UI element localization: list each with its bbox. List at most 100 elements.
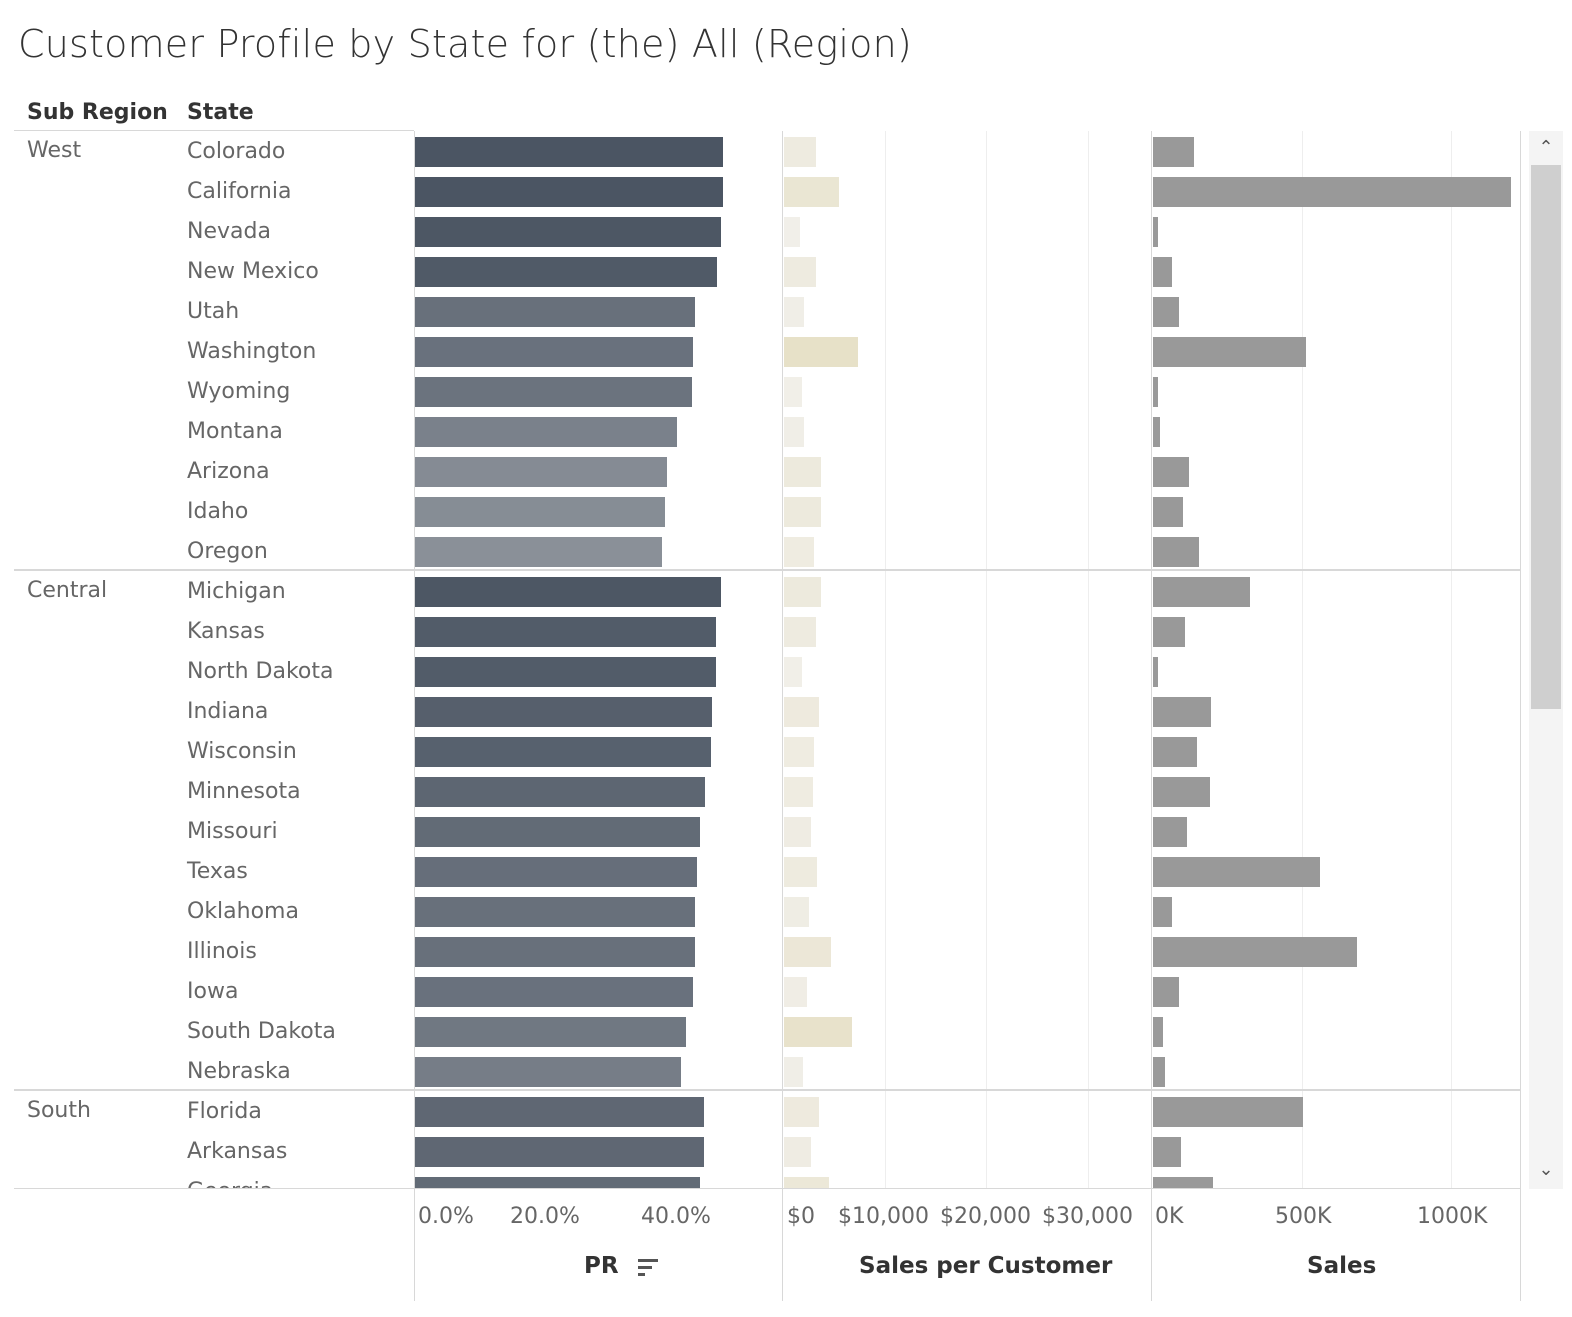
- pr-bar[interactable]: [415, 817, 701, 847]
- sales-per-customer-bar[interactable]: [784, 1017, 852, 1047]
- sales-per-customer-bar[interactable]: [784, 257, 817, 287]
- sales-bar[interactable]: [1153, 457, 1189, 487]
- state-label[interactable]: New Mexico: [187, 259, 319, 284]
- sales-per-customer-bar[interactable]: [784, 177, 839, 207]
- sales-per-customer-bar[interactable]: [784, 937, 832, 967]
- scroll-down-icon[interactable]: ⌄: [1538, 1159, 1554, 1180]
- state-label[interactable]: Oklahoma: [187, 899, 299, 924]
- state-label[interactable]: Idaho: [187, 499, 249, 524]
- pr-bar[interactable]: [415, 657, 716, 687]
- sales-bar[interactable]: [1153, 1017, 1163, 1047]
- sales-bar[interactable]: [1153, 897, 1173, 927]
- spc-axis-title[interactable]: Sales per Customer: [859, 1253, 1113, 1279]
- sales-bar[interactable]: [1153, 1057, 1165, 1087]
- sales-bar[interactable]: [1153, 537, 1200, 567]
- pr-bar[interactable]: [415, 577, 721, 607]
- pr-bar[interactable]: [415, 617, 716, 647]
- sales-per-customer-bar[interactable]: [784, 817, 812, 847]
- pr-bar[interactable]: [415, 1177, 701, 1189]
- pr-bar[interactable]: [415, 737, 711, 767]
- state-label[interactable]: Iowa: [187, 979, 239, 1004]
- state-label[interactable]: Montana: [187, 419, 283, 444]
- state-label[interactable]: South Dakota: [187, 1019, 336, 1044]
- state-label[interactable]: Arkansas: [187, 1139, 288, 1164]
- sales-per-customer-bar[interactable]: [784, 1097, 820, 1127]
- sales-per-customer-bar[interactable]: [784, 1057, 804, 1087]
- sales-bar[interactable]: [1153, 977, 1179, 1007]
- pr-bar[interactable]: [415, 697, 713, 727]
- state-label[interactable]: Florida: [187, 1099, 262, 1124]
- sub-region-label[interactable]: South: [27, 1098, 91, 1123]
- sales-bar[interactable]: [1153, 817, 1188, 847]
- scroll-up-icon[interactable]: ⌃: [1538, 137, 1554, 158]
- sales-per-customer-bar[interactable]: [784, 337, 858, 367]
- sales-per-customer-bar[interactable]: [784, 297, 805, 327]
- pr-bar[interactable]: [415, 457, 667, 487]
- sales-bar[interactable]: [1153, 217, 1158, 247]
- pr-bar[interactable]: [415, 1017, 687, 1047]
- sales-bar[interactable]: [1153, 697, 1212, 727]
- sales-per-customer-bar[interactable]: [784, 1177, 830, 1189]
- pr-bar[interactable]: [415, 897, 696, 927]
- sub-region-label[interactable]: West: [27, 138, 82, 163]
- sales-per-customer-bar[interactable]: [784, 417, 805, 447]
- state-header[interactable]: State: [187, 100, 254, 125]
- state-label[interactable]: Wyoming: [187, 379, 291, 404]
- sales-bar[interactable]: [1153, 577, 1251, 607]
- state-label[interactable]: Illinois: [187, 939, 257, 964]
- sales-per-customer-bar[interactable]: [784, 897, 810, 927]
- state-label[interactable]: Georgia: [187, 1172, 273, 1189]
- pr-bar[interactable]: [415, 257, 718, 287]
- pr-axis-title[interactable]: PR: [584, 1253, 659, 1279]
- sales-per-customer-bar[interactable]: [784, 377, 803, 407]
- pr-bar[interactable]: [415, 137, 723, 167]
- pr-bar[interactable]: [415, 857, 697, 887]
- sales-per-customer-bar[interactable]: [784, 137, 817, 167]
- vertical-scrollbar[interactable]: ⌃ ⌄: [1529, 131, 1563, 1189]
- sub-region-label[interactable]: Central: [27, 578, 108, 603]
- pr-bar[interactable]: [415, 417, 678, 447]
- state-label[interactable]: Wisconsin: [187, 739, 297, 764]
- pr-bar[interactable]: [415, 177, 723, 207]
- sales-per-customer-bar[interactable]: [784, 857, 818, 887]
- sales-bar[interactable]: [1153, 1097, 1304, 1127]
- sub-region-header[interactable]: Sub Region: [27, 100, 168, 125]
- pr-bar[interactable]: [415, 777, 706, 807]
- state-label[interactable]: Kansas: [187, 619, 265, 644]
- pr-bar[interactable]: [415, 937, 696, 967]
- sales-bar[interactable]: [1153, 777, 1210, 807]
- sales-bar[interactable]: [1153, 257, 1173, 287]
- state-label[interactable]: Indiana: [187, 699, 269, 724]
- sales-bar[interactable]: [1153, 297, 1179, 327]
- state-label[interactable]: Nebraska: [187, 1059, 291, 1084]
- pr-bar[interactable]: [415, 217, 721, 247]
- sales-bar[interactable]: [1153, 177, 1511, 207]
- sales-per-customer-bar[interactable]: [784, 657, 803, 687]
- state-label[interactable]: Colorado: [187, 139, 286, 164]
- sort-descending-icon[interactable]: [637, 1257, 659, 1277]
- sales-axis-title[interactable]: Sales: [1307, 1253, 1377, 1279]
- sales-per-customer-bar[interactable]: [784, 217, 801, 247]
- sales-bar[interactable]: [1153, 617, 1186, 647]
- sales-bar[interactable]: [1153, 1137, 1181, 1167]
- sales-bar[interactable]: [1153, 417, 1161, 447]
- pr-bar[interactable]: [415, 497, 666, 527]
- sales-bar[interactable]: [1153, 657, 1158, 687]
- state-label[interactable]: North Dakota: [187, 659, 334, 684]
- sales-bar[interactable]: [1153, 857, 1320, 887]
- pr-bar[interactable]: [415, 1097, 704, 1127]
- sales-per-customer-bar[interactable]: [784, 977, 808, 1007]
- sales-bar[interactable]: [1153, 1177, 1214, 1189]
- state-label[interactable]: Minnesota: [187, 779, 301, 804]
- state-label[interactable]: Washington: [187, 339, 317, 364]
- sales-bar[interactable]: [1153, 377, 1158, 407]
- state-label[interactable]: Nevada: [187, 219, 271, 244]
- pr-bar[interactable]: [415, 1057, 682, 1087]
- sales-bar[interactable]: [1153, 737, 1198, 767]
- state-label[interactable]: Oregon: [187, 539, 268, 564]
- state-label[interactable]: Texas: [187, 859, 248, 884]
- sales-per-customer-bar[interactable]: [784, 777, 814, 807]
- sales-per-customer-bar[interactable]: [784, 737, 815, 767]
- state-label[interactable]: Missouri: [187, 819, 278, 844]
- state-label[interactable]: Michigan: [187, 579, 286, 604]
